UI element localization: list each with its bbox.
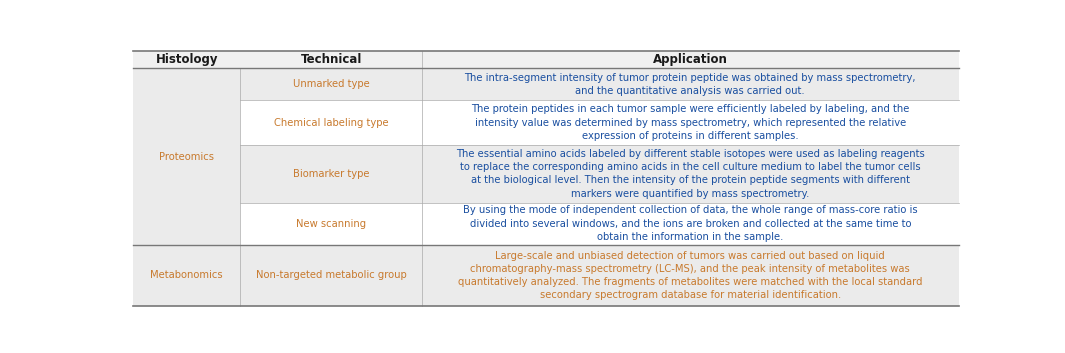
Bar — [422, 245, 958, 306]
Text: By using the mode of independent collection of data, the whole range of mass-cor: By using the mode of independent collect… — [463, 205, 918, 242]
Text: Unmarked type: Unmarked type — [293, 79, 370, 89]
Text: Biomarker type: Biomarker type — [293, 169, 370, 179]
Bar — [422, 68, 958, 100]
Text: Histology: Histology — [155, 53, 218, 66]
Bar — [422, 203, 958, 245]
Bar — [241, 203, 422, 245]
Text: Metabonomics: Metabonomics — [150, 270, 223, 280]
Bar — [422, 50, 958, 68]
Text: The essential amino acids labeled by different stable isotopes were used as labe: The essential amino acids labeled by dif… — [456, 149, 924, 199]
Text: Application: Application — [653, 53, 727, 66]
Text: Chemical labeling type: Chemical labeling type — [274, 118, 389, 128]
Bar — [422, 100, 958, 145]
Text: Non-targeted metabolic group: Non-targeted metabolic group — [256, 270, 407, 280]
Bar — [241, 68, 422, 100]
Text: The intra-segment intensity of tumor protein peptide was obtained by mass spectr: The intra-segment intensity of tumor pro… — [464, 73, 916, 96]
Bar — [241, 50, 422, 68]
Bar — [241, 245, 422, 306]
Bar — [133, 50, 241, 68]
Text: New scanning: New scanning — [296, 219, 366, 229]
Text: Technical: Technical — [300, 53, 362, 66]
Bar — [133, 245, 241, 306]
Bar — [241, 145, 422, 203]
Bar — [422, 145, 958, 203]
Bar — [241, 100, 422, 145]
Text: Large-scale and unbiased detection of tumors was carried out based on liquid
chr: Large-scale and unbiased detection of tu… — [458, 251, 922, 300]
Bar — [133, 68, 241, 245]
Text: The protein peptides in each tumor sample were efficiently labeled by labeling, : The protein peptides in each tumor sampl… — [471, 104, 910, 141]
Text: Proteomics: Proteomics — [160, 151, 214, 162]
